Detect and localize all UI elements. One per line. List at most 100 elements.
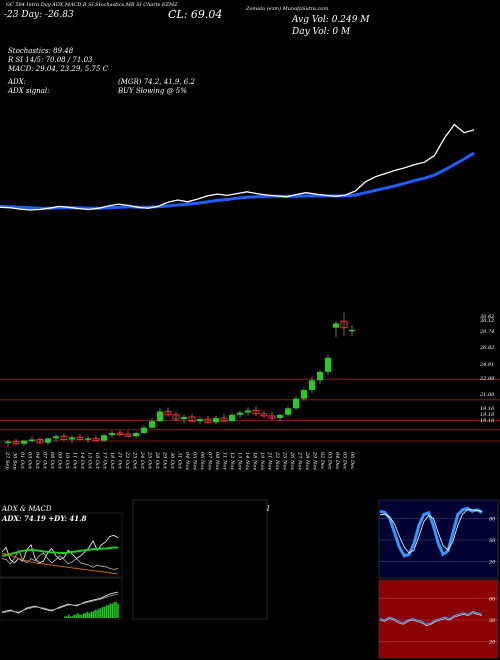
stoch-d-line — [379, 509, 483, 554]
rsi-tick-label: 80 — [489, 596, 496, 602]
macd-bar — [71, 616, 74, 618]
date-tick-label: 16 Oct — [94, 452, 100, 470]
adx-signal-label: ADX signal: — [8, 87, 50, 95]
date-tick-label: 25 Oct — [147, 451, 153, 470]
adx-series-dy — [1, 549, 119, 570]
stoch-tick-label: 20 — [488, 560, 496, 566]
candle-body-up — [237, 412, 243, 415]
date-tick-label: 06 Nov — [199, 452, 205, 470]
rsi-tick-label: 50 — [489, 618, 496, 624]
macd-bar — [92, 611, 94, 618]
macd-bar — [69, 616, 72, 618]
date-tick-label: 25 Nov — [282, 451, 288, 470]
candle-body-up — [69, 437, 75, 440]
date-tick-label: 06 Dec — [349, 452, 355, 470]
price-line — [0, 123, 475, 211]
change-label: -23 Day: -26.83 — [4, 10, 74, 20]
adx-series-adx — [1, 546, 118, 557]
adx-label: ADX: — [8, 78, 27, 86]
macd-value: MACD: 29.04, 23.29, 5.75 C — [8, 65, 108, 73]
candle-body-down — [124, 433, 132, 437]
adx-panel-label: ADX: 74.19 +DY: 41.8 — [1, 514, 87, 523]
date-tick-label: 05 Nov — [192, 452, 198, 470]
date-tick-label: 21 Nov — [267, 451, 273, 470]
price-tick-label: 19.16 — [480, 418, 495, 424]
date-tick-label: 19 Nov — [259, 452, 265, 470]
macd-bar — [64, 616, 66, 618]
candle-body-down — [92, 437, 100, 442]
price-tick-label: 19.16 — [480, 412, 495, 418]
date-tick-label: 29 Nov — [312, 451, 318, 470]
date-tick-label: 08 Oct — [49, 452, 55, 470]
price-tick-label: 21.08 — [479, 392, 494, 398]
price-tick-label: 30.12 — [480, 318, 494, 324]
candle-body-down — [60, 435, 68, 440]
candle-body-up — [317, 371, 323, 381]
date-tick-label: 04 Dec — [334, 452, 340, 470]
macd-bar — [102, 606, 104, 618]
date-tick-label: 11 Oct — [72, 452, 78, 470]
candle-body-up — [5, 441, 11, 444]
macd-bar — [67, 614, 70, 618]
candle-body-up — [45, 438, 51, 443]
company-label: Zomato (ezm) MunafaSutra.com — [246, 6, 329, 12]
candle-body-up — [333, 323, 339, 328]
macd-bar — [88, 613, 91, 618]
adx-series-ema — [1, 552, 119, 575]
date-tick-label: 02 Dec — [319, 452, 325, 470]
macd-bar — [105, 605, 108, 618]
date-tick-label: 18 Oct — [109, 452, 115, 470]
candle-body-down — [340, 320, 348, 329]
candle-body-up — [109, 433, 115, 436]
candle-body-up — [293, 398, 299, 409]
date-tick-label: 28 Oct — [154, 451, 160, 470]
date-tick-label: 11 Nov — [222, 452, 228, 470]
macd-bar — [96, 610, 98, 618]
rsi-signal-line — [379, 612, 483, 627]
macd-bar — [107, 605, 110, 618]
rsi-value: R SI 14/5: 70.08 / 71.03 — [8, 56, 93, 64]
date-tick-label: 14 Nov — [244, 452, 250, 470]
candle-body-down — [12, 441, 20, 445]
macd-bar — [84, 613, 87, 618]
price-tick-label: 19.16 — [480, 406, 495, 412]
stoch-tick-label: 50 — [489, 538, 496, 544]
avg-vol-label: Avg Vol: 0.249 M — [292, 15, 370, 25]
candle-body-up — [101, 435, 107, 441]
macd-bar — [111, 603, 113, 618]
candle-body-up — [181, 416, 187, 420]
candle-body-down — [188, 416, 196, 422]
date-tick-label: 05 Dec — [342, 452, 348, 470]
macd-bar — [100, 608, 102, 618]
date-tick-label: 24 Oct — [139, 451, 145, 470]
candle-body-up — [133, 433, 139, 437]
date-tick-label: 21 Oct — [117, 451, 123, 470]
intraday-panel — [132, 499, 268, 620]
date-tick-label: 26 Nov — [289, 451, 295, 470]
macd-bar — [90, 611, 93, 618]
price-tick-label: 24.91 — [479, 362, 494, 368]
macd-panel — [0, 577, 123, 621]
candle-body-up — [85, 438, 91, 440]
date-tick-label: 27 Nov — [297, 451, 303, 470]
date-tick-label: 22 Oct — [124, 451, 130, 470]
date-tick-label: 29 Oct — [162, 451, 168, 470]
date-tick-label: 08 Nov — [214, 452, 220, 470]
candle-body-up — [349, 329, 355, 332]
buy-signal-value: BUY Slowing @ 5% — [118, 87, 187, 95]
price-tick-label: 22.99 — [479, 376, 495, 382]
date-tick-label: 03 Oct — [27, 452, 33, 470]
macd-bar — [65, 616, 68, 618]
candle-body-up — [21, 440, 27, 444]
date-tick-label: 01 Oct — [19, 452, 25, 470]
candle-body-up — [309, 380, 315, 391]
date-tick-label: 27 Sep — [4, 451, 10, 470]
date-tick-label: 31 Oct — [177, 452, 183, 470]
macd-bar — [73, 614, 75, 618]
date-tick-label: 17 Oct — [102, 452, 108, 470]
date-tick-label: 07 Nov — [207, 452, 213, 470]
macd-bar — [103, 606, 106, 618]
candle-body-up — [301, 390, 307, 399]
rsi-line — [379, 610, 483, 625]
